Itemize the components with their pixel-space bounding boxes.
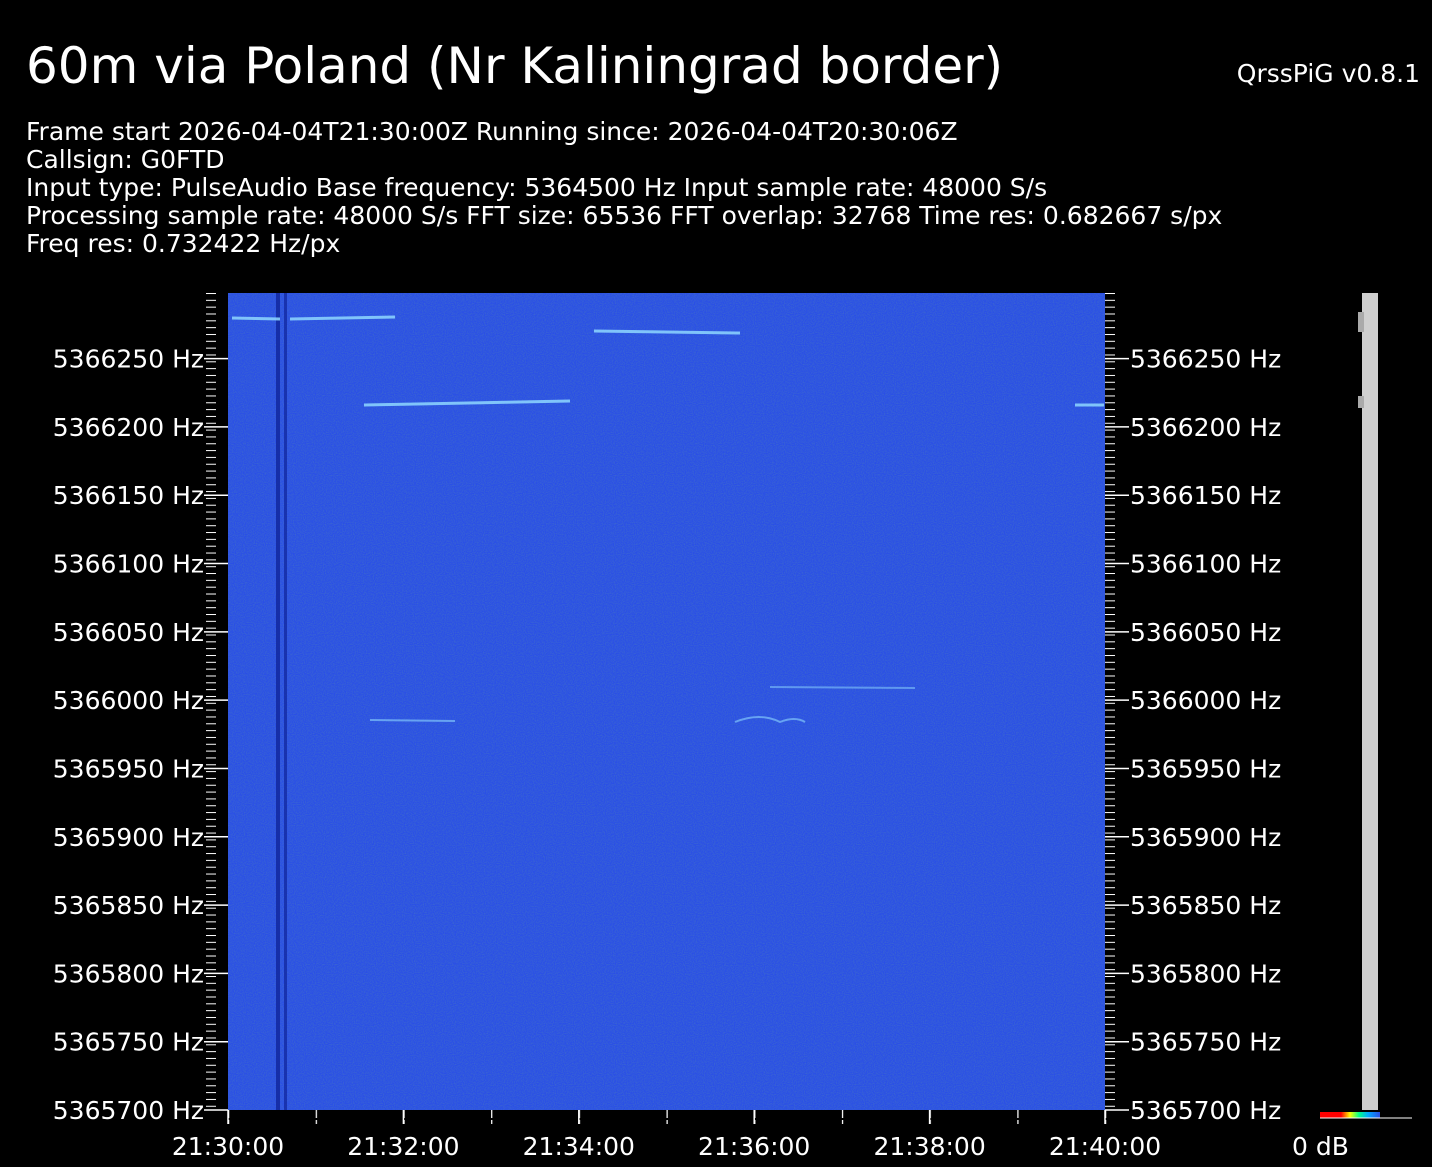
x-tick-label: 21:36:00: [698, 1132, 810, 1161]
y-tick-label-right: 5365750 Hz: [1130, 1028, 1281, 1057]
info-line: Freq res: 0.732422 Hz/px: [26, 229, 340, 258]
info-line: Frame start 2026-04-04T21:30:00Z Running…: [26, 117, 958, 146]
x-tick-label: 21:40:00: [1049, 1132, 1161, 1161]
axes: 5366250 Hz 5366250 Hz 5366200 Hz 5366200 Hz…: [53, 345, 1281, 1161]
dark-band: [276, 293, 280, 1110]
x-tick-label: 21:32:00: [347, 1132, 459, 1161]
info-line: Callsign: G0FTD: [26, 145, 224, 174]
y-tick-label-right: 5366250 Hz: [1130, 345, 1281, 374]
y-tick-label: 5366100 Hz: [53, 550, 204, 579]
x-tick-label: 21:38:00: [873, 1132, 985, 1161]
y-tick-label: 5365800 Hz: [53, 959, 204, 988]
x-tick-label: 21:30:00: [172, 1132, 284, 1161]
y-tick-label: 5365750 Hz: [53, 1028, 204, 1057]
y-tick-label: 5365700 Hz: [53, 1096, 204, 1125]
y-tick-label-right: 5365800 Hz: [1130, 959, 1281, 988]
spectrogram-noise: [228, 293, 1105, 1110]
y-tick-label: 5366150 Hz: [53, 481, 204, 510]
trace: [231, 315, 396, 321]
y-minor-ticks: [204, 293, 228, 1111]
y-tick-label-right: 5366000 Hz: [1130, 686, 1281, 715]
plot-area: [228, 293, 1105, 1110]
trace: [369, 716, 806, 724]
power-profile-peak: [1358, 312, 1364, 332]
y-tick-label-right: 5366050 Hz: [1130, 618, 1281, 647]
y-tick-label-right: 5366200 Hz: [1130, 413, 1281, 442]
y-tick-label-right: 5365950 Hz: [1130, 754, 1281, 783]
y-tick-label: 5366200 Hz: [53, 413, 204, 442]
power-profile: [1362, 293, 1378, 1110]
y-tick-label: 5366000 Hz: [53, 686, 204, 715]
x-tick-label: 21:34:00: [523, 1132, 635, 1161]
info-line: Input type: PulseAudio Base frequency: 5…: [26, 173, 1047, 202]
power-profile-peak: [1358, 396, 1364, 408]
y-tick-label: 5365950 Hz: [53, 754, 204, 783]
dark-band: [284, 293, 287, 1110]
signal-traces: [231, 315, 1104, 724]
y-tick-label-right: 5366100 Hz: [1130, 550, 1281, 579]
trace: [769, 686, 916, 689]
y-tick-label-right: 5365700 Hz: [1130, 1096, 1281, 1125]
y-tick-label: 5365850 Hz: [53, 891, 204, 920]
y-tick-label-right: 5366150 Hz: [1130, 481, 1281, 510]
y-tick-label: 5366250 Hz: [53, 345, 204, 374]
trace: [363, 399, 571, 407]
y-tick-label-right: 5365850 Hz: [1130, 891, 1281, 920]
chart-title: 60m via Poland (Nr Kaliningrad border): [26, 37, 1003, 95]
x-minor-ticks: [228, 1110, 1108, 1124]
info-line: Processing sample rate: 48000 S/s FFT si…: [26, 201, 1222, 230]
y-tick-label: 5366050 Hz: [53, 618, 204, 647]
info-block: Frame start 2026-04-04T21:30:00Z Running…: [26, 117, 1222, 258]
trace: [593, 329, 741, 335]
y-minor-ticks-right: [1104, 293, 1128, 1111]
colorbar: [1320, 1112, 1380, 1118]
colorbar-label: 0 dB: [1292, 1132, 1349, 1161]
y-tick-label: 5365900 Hz: [53, 823, 204, 852]
chart-subtitle: QrssPiG v0.8.1: [1237, 59, 1420, 88]
y-tick-label-right: 5365900 Hz: [1130, 823, 1281, 852]
